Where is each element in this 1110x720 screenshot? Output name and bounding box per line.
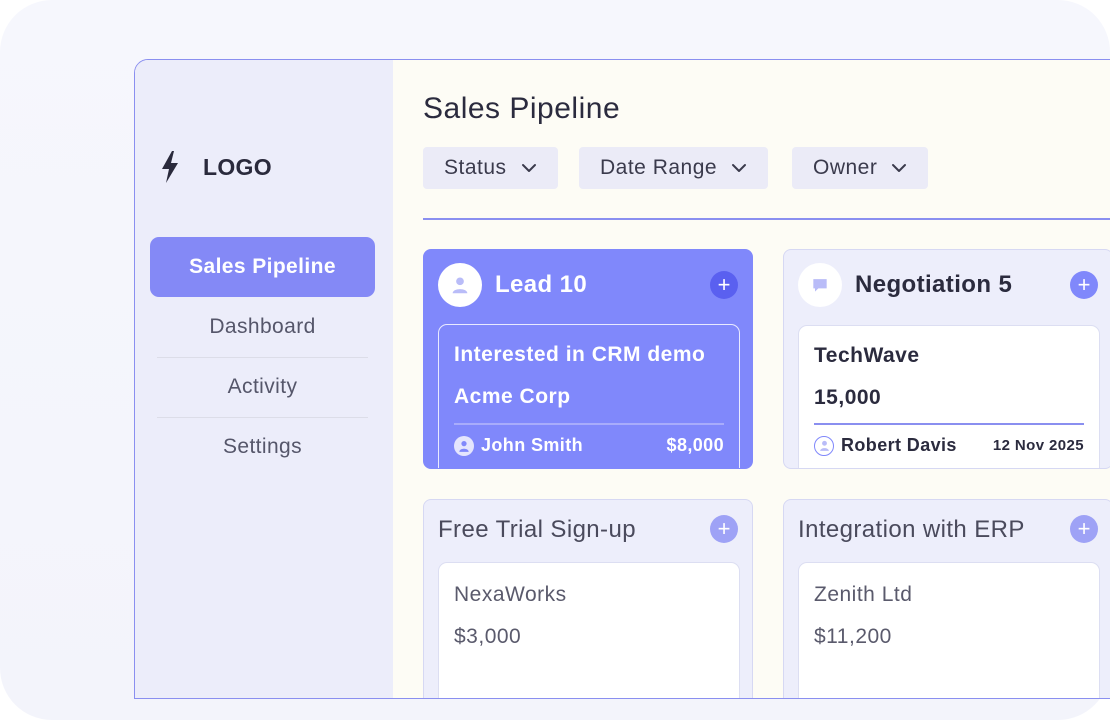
chevron-down-icon [892,164,907,172]
sidebar-divider [157,357,368,358]
column-header: Integration with ERP [798,516,1025,544]
sidebar-item-label: Settings [222,435,303,458]
deal-card[interactable]: TechWave 15,000 Robert Davis 12 Nov 2025 [798,325,1100,468]
column-title: Lead 10 [495,271,588,298]
logo[interactable]: LOGO [159,150,272,184]
owner-name: Robert Davis [841,435,957,455]
filter-label: Date Range [600,156,718,179]
pipeline-column-negotiation: Negotiation 5 + TechWave 15,000 Robert D… [783,249,1110,469]
deal-amount: $11,200 [814,625,892,648]
add-card-button[interactable]: + [710,515,738,543]
deal-amount: $3,000 [454,625,522,648]
column-header: Negotiation 5 [798,263,1012,307]
deal-owner: John Smith [454,435,583,456]
app-window: LOGO Sales Pipeline Dashboard Activity S… [134,59,1110,699]
deal-card[interactable]: Zenith Ltd $11,200 [798,562,1100,698]
sidebar-item-label: Sales Pipeline [189,255,336,278]
sidebar-item-label: Activity [227,375,298,398]
deal-company: NexaWorks [454,583,567,606]
chevron-down-icon [732,164,747,172]
sidebar-item-activity[interactable]: Activity [157,357,368,417]
filter-date-range-dropdown[interactable]: Date Range [579,147,769,189]
owner-name: John Smith [481,435,583,455]
card-divider [454,423,724,425]
sidebar-item-dashboard[interactable]: Dashboard [157,297,368,357]
add-card-button[interactable]: + [710,271,738,299]
card-footer: John Smith $8,000 [454,435,724,456]
chevron-down-icon [521,164,536,172]
deal-owner: Robert Davis [814,435,957,456]
page-title: Sales Pipeline [423,92,621,125]
deal-company: Acme Corp [454,385,571,408]
pipeline-column-free-trial: Free Trial Sign-up + NexaWorks $3,000 [423,499,753,698]
pipeline-column-integration: Integration with ERP + Zenith Ltd $11,20… [783,499,1110,698]
filter-label: Status [444,156,507,179]
deal-amount: $8,000 [666,435,724,455]
deal-date: 12 Nov 2025 [992,437,1084,454]
sidebar-item-label: Dashboard [209,315,316,338]
filter-owner-dropdown[interactable]: Owner [792,147,929,189]
column-title: Free Trial Sign-up [438,516,636,543]
sidebar-divider [157,417,368,418]
deal-company: TechWave [814,344,920,367]
main-content: Sales Pipeline Status Date Range Owner L… [393,60,1110,698]
sidebar: LOGO Sales Pipeline Dashboard Activity S… [135,60,393,698]
column-header: Free Trial Sign-up [438,516,636,544]
deal-card[interactable]: NexaWorks $3,000 [438,562,740,698]
user-icon [438,263,482,307]
chat-icon [798,263,842,307]
column-title: Integration with ERP [798,516,1025,543]
deal-card[interactable]: Interested in CRM demo Acme Corp John Sm… [438,324,740,468]
sidebar-item-settings[interactable]: Settings [157,417,368,477]
deal-amount: 15,000 [814,386,882,409]
column-header: Lead 10 [438,263,587,307]
logo-text: LOGO [203,153,272,180]
card-divider [814,423,1084,425]
deal-company: Zenith Ltd [814,583,913,606]
deal-title: Interested in CRM demo [454,343,706,366]
lightning-icon [162,151,178,183]
header-divider [423,218,1110,220]
pipeline-column-lead: Lead 10 + Interested in CRM demo Acme Co… [423,249,753,469]
sidebar-item-sales-pipeline[interactable]: Sales Pipeline [150,237,375,297]
user-icon [814,435,834,456]
user-icon [454,435,474,456]
column-title: Negotiation 5 [855,271,1013,298]
add-card-button[interactable]: + [1070,515,1098,543]
filter-status-dropdown[interactable]: Status [423,147,558,189]
filter-label: Owner [813,156,878,179]
card-footer: Robert Davis 12 Nov 2025 [814,435,1084,456]
add-card-button[interactable]: + [1070,271,1098,299]
